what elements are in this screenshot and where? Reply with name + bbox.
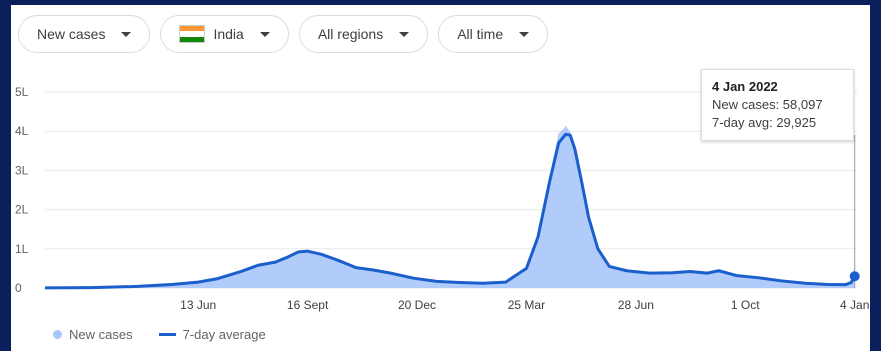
x-tick-label: 28 Jun	[618, 298, 654, 312]
latest-point-marker	[849, 271, 860, 282]
seven-day-average-line	[44, 132, 857, 290]
country-label: India	[213, 26, 244, 42]
x-tick-label: 13 Jun	[180, 298, 216, 312]
legend-line-icon	[158, 333, 176, 336]
tooltip-new-cases: New cases: 58,097	[712, 97, 823, 112]
covid-chart[interactable]: 0 1L 2L 3L 4L 5L 13 Jun 16 Sept 20 Dec 25 Mar 28 J…	[11, 5, 870, 351]
legend-label-new-cases: New cases	[69, 327, 133, 342]
chevron-down-icon	[399, 31, 410, 37]
time-label: All time	[457, 26, 504, 42]
legend-item-new-cases: New cases	[53, 327, 133, 342]
legend-item-avg: 7-day average	[158, 327, 266, 342]
x-tick-label: 1 Oct	[731, 298, 760, 312]
x-tick-label: 16 Sept	[287, 298, 329, 312]
india-flag-icon	[179, 25, 206, 43]
time-dropdown[interactable]: All time	[438, 15, 549, 53]
region-label: All regions	[317, 26, 384, 42]
legend-dot-icon	[53, 330, 62, 339]
country-dropdown[interactable]: India	[160, 15, 289, 53]
filter-bar: New cases India All regions All time	[18, 15, 549, 53]
x-tick-label: 4 Jan	[840, 298, 869, 312]
y-tick-label: 3L	[15, 163, 29, 177]
data-tooltip: 4 Jan 2022 New cases: 58,097 7-day avg: …	[701, 69, 854, 141]
y-tick-label: 2L	[15, 203, 29, 217]
region-dropdown[interactable]: All regions	[298, 15, 429, 53]
y-tick-label: 0	[15, 281, 22, 295]
chevron-down-icon	[519, 31, 530, 37]
chevron-down-icon	[259, 31, 270, 37]
x-tick-label: 20 Dec	[398, 298, 436, 312]
legend-label-avg: 7-day average	[182, 327, 266, 342]
tooltip-avg: 7-day avg: 29,925	[712, 115, 817, 130]
chart-panel: New cases India All regions All time 0 1L…	[11, 5, 870, 351]
new-cases-area	[45, 125, 855, 288]
y-tick-label: 1L	[15, 242, 29, 256]
chart-legend: New cases 7-day average	[53, 327, 266, 342]
x-tick-label: 25 Mar	[508, 298, 545, 312]
chevron-down-icon	[121, 31, 132, 37]
metric-label: New cases	[37, 26, 106, 42]
y-tick-label: 4L	[15, 124, 29, 138]
metric-dropdown[interactable]: New cases	[18, 15, 151, 53]
y-tick-label: 5L	[15, 85, 29, 99]
tooltip-date: 4 Jan 2022	[712, 79, 778, 94]
